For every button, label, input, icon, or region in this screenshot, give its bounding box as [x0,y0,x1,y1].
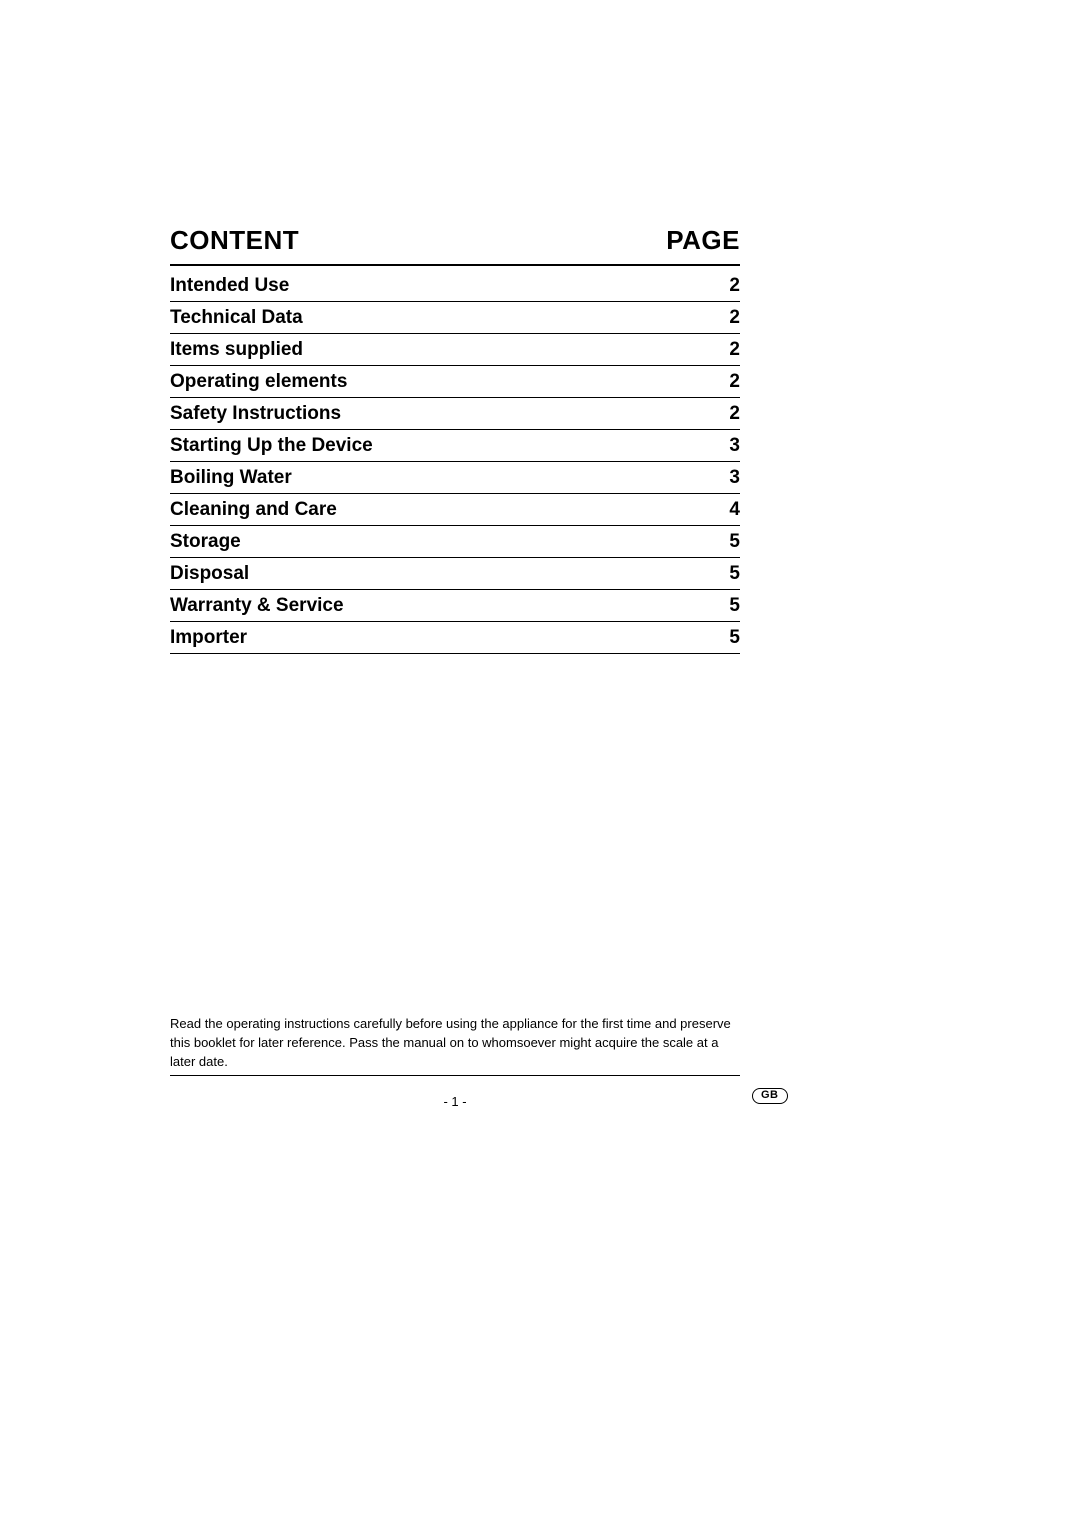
toc-entry-title: Safety Instructions [170,403,341,425]
toc-entry-title: Importer [170,627,247,649]
toc-entry-page: 2 [729,371,740,393]
toc-entry-page: 2 [729,275,740,297]
toc-row: Disposal 5 [170,558,740,590]
toc-header-content: CONTENT [170,225,299,256]
toc-entry-page: 2 [729,339,740,361]
toc-entry-page: 3 [729,467,740,489]
toc-entry-title: Intended Use [170,275,289,297]
toc-entry-page: 5 [729,531,740,553]
toc-row: Intended Use 2 [170,270,740,302]
toc-entry-page: 5 [729,627,740,649]
toc-entry-title: Technical Data [170,307,303,329]
toc-row: Operating elements 2 [170,366,740,398]
toc-row: Warranty & Service 5 [170,590,740,622]
toc-entry-page: 5 [729,563,740,585]
toc-entry-page: 4 [729,499,740,521]
toc-entry-title: Boiling Water [170,467,292,489]
toc-entry-page: 2 [729,307,740,329]
toc-header-row: CONTENT PAGE [170,225,740,266]
toc-row: Boiling Water 3 [170,462,740,494]
footer-note: Read the operating instructions carefull… [170,1015,740,1072]
toc-row: Importer 5 [170,622,740,654]
toc-entry-page: 3 [729,435,740,457]
toc-row: Safety Instructions 2 [170,398,740,430]
toc-header-page: PAGE [666,225,740,256]
toc-entry-title: Disposal [170,563,249,585]
toc-entry-title: Warranty & Service [170,595,344,617]
toc-container: CONTENT PAGE Intended Use2Technical Data… [170,225,740,654]
footer-rule [170,1075,740,1076]
toc-entry-title: Items supplied [170,339,303,361]
toc-entry-title: Storage [170,531,241,553]
toc-entry-title: Starting Up the Device [170,435,373,457]
toc-row: Starting Up the Device 3 [170,430,740,462]
toc-entry-page: 2 [729,403,740,425]
toc-entry-page: 5 [729,595,740,617]
page-number: - 1 - [434,1094,476,1109]
toc-entry-title: Operating elements [170,371,347,393]
toc-row: Items supplied 2 [170,334,740,366]
language-badge: GB [752,1088,788,1104]
toc-rows: Intended Use2Technical Data2Items suppli… [170,270,740,654]
toc-row: Storage 5 [170,526,740,558]
toc-row: Technical Data 2 [170,302,740,334]
toc-row: Cleaning and Care 4 [170,494,740,526]
toc-entry-title: Cleaning and Care [170,499,337,521]
